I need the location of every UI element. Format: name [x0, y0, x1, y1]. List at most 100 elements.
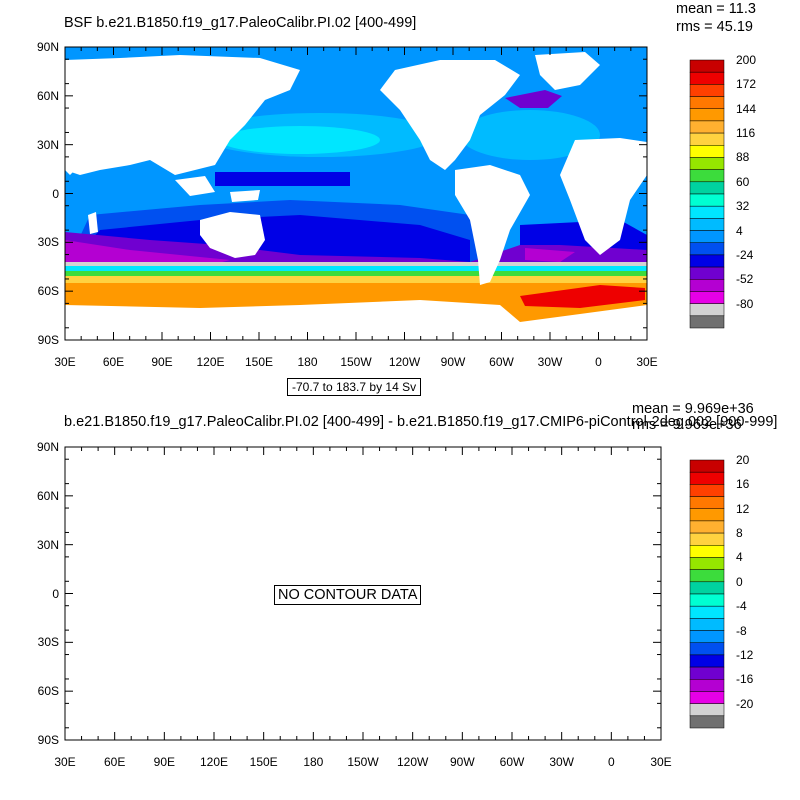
southern-magenta-band	[65, 240, 230, 265]
colorbar-swatch	[689, 520, 725, 534]
lat-label: 0	[52, 186, 59, 201]
lat-label: 30N	[36, 137, 59, 152]
lat-label: 0	[52, 586, 59, 601]
lon-label: 60E	[103, 755, 126, 769]
panel1-rms: rms = 45.19	[676, 19, 753, 35]
lat-label: 60N	[36, 88, 59, 103]
colorbar-swatch	[689, 630, 725, 643]
lon-label: 30E	[636, 355, 658, 369]
colorbar-swatch	[689, 715, 725, 729]
panel2-ticks	[64, 446, 662, 741]
lon-label: 90W	[449, 755, 475, 769]
panel2-rms: rms = 9.969e+36	[632, 417, 742, 433]
colorbar-label: 60	[736, 174, 750, 189]
panel1-ticks	[64, 46, 648, 341]
colorbar-label: -52	[736, 272, 754, 287]
lon-label: 180	[303, 755, 324, 769]
lon-label: 150W	[347, 755, 379, 769]
colorbar-label: 16	[736, 477, 750, 492]
lon-label: 90W	[440, 355, 466, 369]
colorbar-label: 20	[736, 453, 750, 467]
colorbar-label: 12	[736, 501, 750, 516]
north-pacific-cyan	[220, 126, 380, 154]
colorbar-swatch	[689, 691, 725, 704]
colorbar-swatch	[689, 618, 725, 631]
lon-label: 120W	[388, 355, 421, 369]
lon-label: 120E	[196, 355, 225, 369]
lat-label: 30S	[37, 635, 59, 650]
colorbar-label: 200	[736, 53, 757, 67]
colorbar-label: -20	[736, 696, 754, 711]
no-contour-data-label: NO CONTOUR DATA	[274, 585, 422, 605]
panel1-range-label: -70.7 to 183.7 by 14 Sv	[287, 378, 422, 396]
labrador-gyre	[505, 90, 562, 108]
panel1-title: BSF b.e21.B1850.f19_g17.PaleoCalibr.PI.0…	[64, 15, 417, 31]
colorbar-swatch	[689, 679, 725, 692]
lon-label: 180	[297, 355, 318, 369]
colorbar-label: -16	[736, 672, 754, 687]
lon-label: 90E	[153, 755, 175, 769]
panel2-title: b.e21.B1850.f19_g17.PaleoCalibr.PI.02 [4…	[64, 414, 778, 430]
colorbar-swatch	[689, 654, 725, 668]
lon-label: 120W	[396, 755, 429, 769]
acc-gray-band	[65, 262, 647, 266]
continents	[65, 52, 647, 285]
lat-label: 60S	[37, 684, 59, 699]
colorbar-swatch	[689, 532, 725, 546]
lat-label: 30S	[37, 235, 59, 250]
bsf-field	[65, 47, 647, 340]
colorbar-swatch	[689, 569, 725, 583]
colorbar-swatch	[689, 496, 725, 509]
lon-label: 30E	[54, 755, 76, 769]
lat-label: 90N	[36, 440, 59, 454]
colorbar-swatch	[689, 315, 725, 329]
colorbar-swatch	[689, 545, 725, 558]
lon-label: 60W	[489, 355, 514, 369]
equatorial-deep-band	[215, 172, 350, 186]
colorbar-label: -24	[736, 247, 754, 262]
colorbar-swatch	[689, 459, 725, 473]
colorbar-swatch	[689, 642, 725, 656]
colorbar-swatch	[689, 605, 725, 619]
colorbar-label: 144	[736, 101, 757, 116]
lon-label: 150E	[249, 755, 278, 769]
lat-label: 90S	[37, 733, 59, 747]
colorbar-label: 0	[736, 574, 743, 589]
lat-label: 30N	[36, 537, 59, 552]
lon-label: 150W	[340, 355, 372, 369]
colorbar-swatch	[689, 703, 725, 717]
lon-label: 30W	[549, 755, 574, 769]
colorbar-swatch	[689, 484, 725, 497]
panel1-colorbar	[689, 59, 725, 329]
colorbar-label: -80	[736, 296, 754, 311]
lat-label: 90N	[36, 40, 59, 54]
colorbar-label: -8	[736, 623, 747, 638]
colorbar-swatch	[689, 471, 725, 485]
lon-label: 30E	[54, 355, 76, 369]
lon-label: 30E	[650, 755, 672, 769]
lon-label: 0	[607, 755, 615, 769]
colorbar-label: 172	[736, 77, 757, 92]
lat-label: 60S	[37, 284, 59, 299]
colorbar-label: -4	[736, 599, 747, 614]
colorbar-label: 8	[736, 526, 743, 541]
lon-label: 30W	[537, 355, 563, 369]
colorbar-swatch	[689, 666, 725, 680]
panel2-mean: mean = 9.969e+36	[632, 401, 754, 417]
colorbar-label: 32	[736, 199, 750, 214]
southern-magenta-atlantic	[525, 248, 575, 262]
antarctica-land	[65, 300, 647, 340]
colorbar-swatch	[689, 581, 725, 595]
lon-label: 90E	[151, 355, 173, 369]
lon-label: 120E	[199, 755, 229, 769]
colorbar-label: -12	[736, 647, 754, 662]
panel-bsf-map: BSF b.e21.B1850.f19_g17.PaleoCalibr.PI.0…	[36, 2, 757, 396]
lat-label: 90S	[37, 333, 59, 347]
acc-green-band	[65, 271, 647, 276]
colorbar-swatch	[689, 508, 725, 522]
colorbar-label: 88	[736, 150, 750, 165]
colorbar-swatch	[689, 593, 725, 607]
lon-label: 60E	[102, 355, 125, 369]
colorbar-label: 4	[736, 550, 743, 565]
